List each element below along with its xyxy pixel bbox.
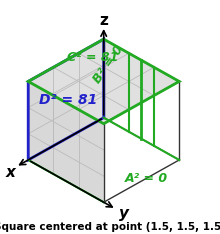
Polygon shape [28,81,104,202]
Text: y: y [119,206,129,221]
Polygon shape [28,39,179,124]
Text: A² = 0: A² = 0 [125,172,168,185]
Text: Square centered at point (1.5, 1.5, 1.5): Square centered at point (1.5, 1.5, 1.5) [0,222,220,232]
Text: x: x [6,165,16,180]
Text: B² = 0: B² = 0 [91,43,126,86]
Text: D² = 81: D² = 81 [39,92,98,106]
Text: z: z [99,13,108,28]
Polygon shape [28,39,104,160]
Text: C² = 81: C² = 81 [67,51,118,64]
